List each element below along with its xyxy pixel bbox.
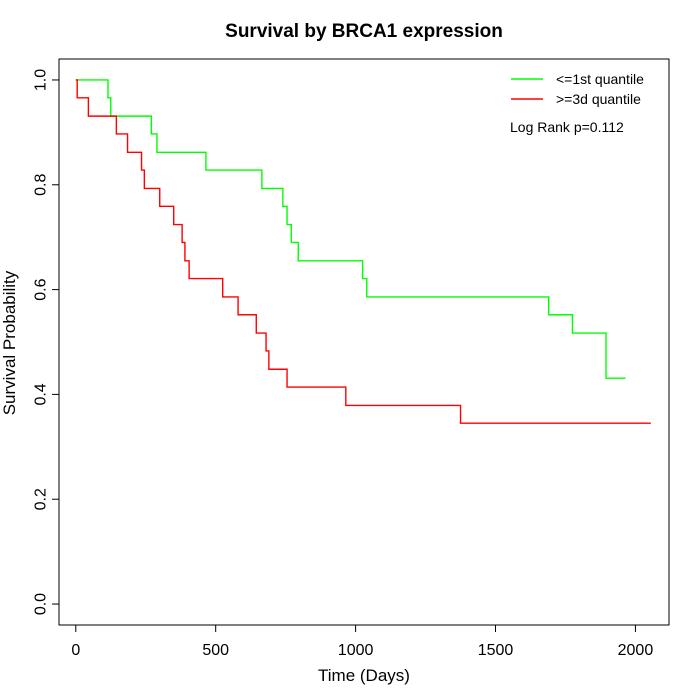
legend: <=1st quantile >=3d quantile <box>511 71 644 107</box>
x-axis: 0 500 1000 1500 2000 <box>71 624 654 659</box>
y-axis: 0.0 0.2 0.4 0.6 0.8 1.0 <box>33 69 60 615</box>
x-axis-label: Time (Days) <box>318 666 410 685</box>
x-tick-label: 500 <box>202 642 229 659</box>
y-tick-label: 0.6 <box>33 278 50 300</box>
y-tick-label: 0.8 <box>33 174 50 196</box>
x-tick-label: 1500 <box>478 642 514 659</box>
x-tick-label: 1000 <box>338 642 374 659</box>
chart-title: Survival by BRCA1 expression <box>225 21 503 42</box>
y-tick-label: 0.0 <box>33 593 50 615</box>
y-tick-label: 0.2 <box>33 488 50 510</box>
y-axis-label: Survival Probability <box>0 270 19 415</box>
survival-curve-series-2 <box>75 79 651 424</box>
y-tick-label: 0.4 <box>33 383 50 405</box>
x-tick-label: 0 <box>71 642 80 659</box>
x-tick-label: 2000 <box>618 642 654 659</box>
y-tick-label: 1.0 <box>33 69 50 91</box>
legend-label: <=1st quantile <box>556 71 644 87</box>
plot-frame <box>58 58 670 626</box>
log-rank-annotation: Log Rank p=0.112 <box>510 119 624 135</box>
legend-label: >=3d quantile <box>556 91 641 107</box>
survival-curve-series-1 <box>75 79 626 379</box>
survival-curves <box>75 79 651 424</box>
